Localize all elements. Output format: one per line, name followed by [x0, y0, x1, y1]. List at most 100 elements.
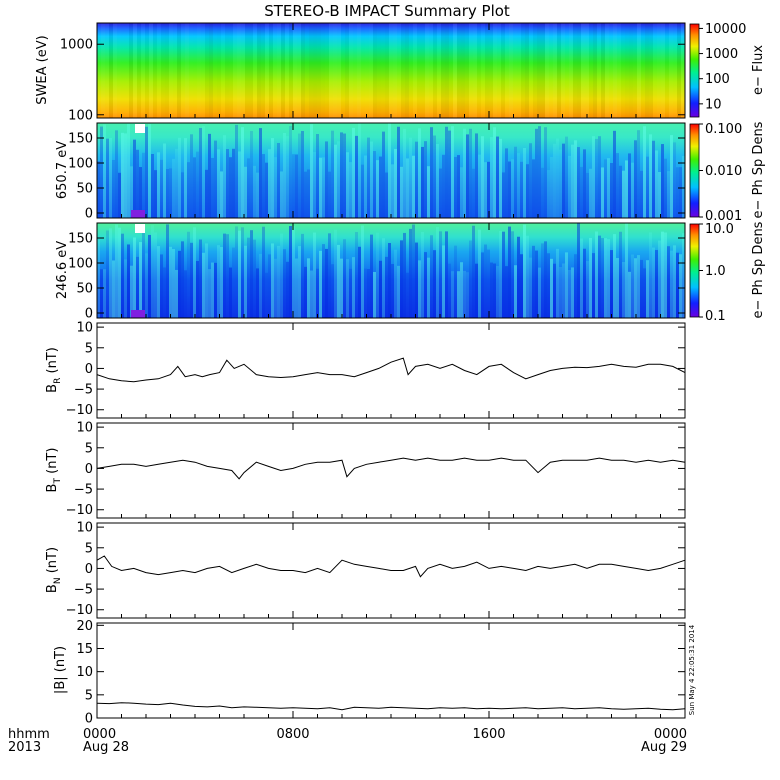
spectrogram-texture: [262, 154, 265, 218]
spectrogram-texture: [433, 250, 436, 318]
spectrogram-texture: [217, 149, 220, 218]
spectrogram-texture: [364, 155, 367, 218]
spectrogram-texture: [361, 23, 365, 118]
spectrogram-texture: [161, 23, 165, 118]
bmag-frame: [96, 622, 686, 719]
spectrogram-texture: [475, 133, 478, 218]
spectrogram-texture: [489, 23, 493, 118]
spectrogram-texture: [160, 254, 163, 318]
spectrogram-texture: [280, 171, 283, 218]
data-gap: [135, 124, 145, 133]
spectrogram-texture: [273, 23, 277, 118]
spectrogram-texture: [121, 23, 125, 118]
spectrogram-texture: [460, 167, 463, 218]
colorbar-tick-label: 10000: [705, 22, 746, 37]
spectrogram-texture: [214, 262, 217, 318]
spectrogram-texture: [141, 23, 145, 118]
spectrogram-texture: [589, 168, 592, 218]
spectrogram-texture: [196, 151, 199, 218]
spectrogram-texture: [337, 244, 340, 318]
spectrogram-texture: [317, 23, 321, 118]
spectrogram-texture: [577, 23, 581, 118]
spectrogram-texture: [169, 23, 173, 118]
bt-ylabel-main: B: [45, 484, 60, 493]
spectrogram-texture: [220, 171, 223, 218]
spectrogram-texture: [484, 244, 487, 318]
spectrogram-texture: [454, 156, 457, 218]
spectrogram-texture: [187, 162, 190, 218]
spectrogram-texture: [333, 23, 337, 118]
spectrogram-texture: [418, 260, 421, 318]
spectrogram-texture: [427, 166, 430, 218]
spectrogram-texture: [125, 23, 129, 118]
spectrogram-texture: [349, 268, 352, 318]
spectrogram-texture: [583, 248, 586, 318]
spectrogram-texture: [157, 152, 160, 218]
spectrogram-texture: [118, 172, 121, 218]
spectrogram-texture: [274, 157, 277, 218]
spectrogram-texture: [637, 23, 641, 118]
spectrogram-texture: [405, 23, 409, 118]
spectrogram-texture: [469, 128, 472, 218]
spectrogram-texture: [451, 271, 454, 318]
spectrogram-texture: [184, 270, 187, 318]
spectrogram-texture: [157, 23, 161, 118]
spectrogram-texture: [376, 160, 379, 218]
spectrogram-texture: [559, 149, 562, 218]
spectrogram-texture: [213, 23, 217, 118]
pad-650-y-ticks: 150 100 50 0: [68, 132, 685, 222]
spectrogram-texture: [445, 126, 448, 218]
spectrogram-texture: [415, 242, 418, 318]
spectrogram-texture: [622, 170, 625, 218]
spectrogram-texture: [538, 126, 541, 218]
colorbar-tick-label: 100: [705, 72, 730, 87]
spectrogram-texture: [409, 228, 412, 318]
y-tick-label: 0: [85, 307, 93, 322]
spectrogram-texture: [313, 232, 316, 318]
spectrogram-texture: [389, 23, 393, 118]
spectrogram-texture: [523, 147, 526, 218]
swea-colorbar: 10000 1000 100 10 e− Flux: [689, 22, 766, 118]
spectrogram-texture: [670, 135, 673, 218]
spectrogram-texture: [193, 157, 196, 218]
spectrogram-texture: [463, 128, 466, 218]
colorbar-tick-label: 0.001: [705, 209, 742, 224]
y-tick-label: 150: [68, 232, 93, 247]
spectrogram-texture: [151, 225, 154, 318]
spectrogram-texture: [154, 170, 157, 218]
spectrogram-texture: [202, 252, 205, 318]
spectrogram-texture: [657, 23, 661, 118]
spectrogram-texture: [664, 232, 667, 318]
y-tick-label: 100: [68, 108, 93, 123]
spectrogram-texture: [559, 266, 562, 318]
spectrogram-texture: [136, 149, 139, 218]
spectrogram-texture: [535, 128, 538, 218]
spectrogram-texture: [457, 155, 460, 218]
spectrogram-texture: [145, 253, 148, 318]
spectrogram-texture: [247, 237, 250, 318]
spectrogram-texture: [397, 126, 400, 218]
spectrogram-texture: [682, 155, 685, 218]
spectrogram-texture: [550, 156, 553, 218]
spectrogram-texture: [256, 268, 259, 318]
spectrogram-texture: [441, 23, 445, 118]
spectrogram-texture: [529, 23, 533, 118]
spectrogram-texture: [421, 146, 424, 218]
pad-650-colorbar-scale: [689, 123, 700, 218]
spectrogram-texture: [193, 23, 197, 118]
spectrogram-texture: [286, 135, 289, 218]
spectrogram-texture: [178, 137, 181, 218]
spectrogram-texture: [661, 231, 664, 318]
spectrogram-texture: [316, 134, 319, 218]
spectrogram-texture: [209, 23, 213, 118]
spectrogram-texture: [481, 136, 484, 218]
spectrogram-texture: [580, 166, 583, 218]
spectrogram-texture: [100, 269, 103, 318]
spectrogram-texture: [457, 23, 461, 118]
y-tick-label: 10: [76, 521, 93, 536]
spectrogram-texture: [569, 23, 573, 118]
spectrogram-texture: [331, 130, 334, 218]
spectrogram-texture: [325, 248, 328, 318]
spectrogram-texture: [381, 23, 385, 118]
spectrogram-texture: [412, 155, 415, 218]
